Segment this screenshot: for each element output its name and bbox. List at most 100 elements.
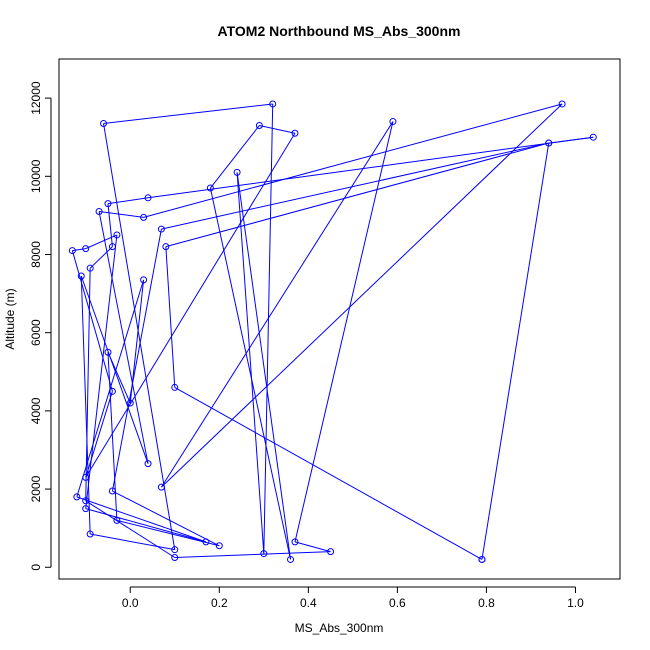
y-tick-label: 6000 [29, 319, 43, 346]
plot-frame [58, 58, 621, 580]
data-point [144, 460, 152, 468]
series-line-segment [174, 386, 483, 560]
data-point [82, 505, 90, 513]
series-line-segment [259, 124, 296, 134]
data-point [86, 530, 94, 538]
data-point [104, 200, 112, 208]
data-point [291, 538, 299, 546]
x-tick-label: 0.6 [389, 596, 406, 610]
data-point [389, 118, 397, 126]
series-line-segment [236, 172, 292, 560]
series-line-segment [107, 197, 149, 205]
x-tick-label: 0.2 [211, 596, 228, 610]
data-point [113, 231, 121, 239]
series-line-segment [165, 142, 549, 248]
data-point [108, 243, 116, 251]
series-line-segment [85, 234, 118, 250]
series-line-segment [111, 228, 162, 492]
series-line-segment [161, 142, 549, 230]
x-axis: 0.0 0.2 0.4 0.6 0.8 1.0 [122, 586, 584, 610]
data-point [589, 133, 597, 141]
data-point [86, 264, 94, 272]
series-line-segment [80, 275, 91, 535]
data-point [126, 399, 134, 407]
y-axis: 0 2000 4000 6000 8000 10000 12000 [29, 81, 52, 571]
series-line-segment [174, 551, 331, 558]
series-line-segment [80, 275, 149, 464]
series-line-segment [85, 133, 296, 478]
data-point [157, 483, 165, 491]
y-tick-label: 2000 [29, 475, 43, 502]
series-line-segment [294, 121, 394, 542]
series-line-segment [90, 533, 175, 551]
series-line-segment [85, 234, 118, 509]
series-line-segment [481, 142, 550, 560]
data-point [108, 487, 116, 495]
series-line-segment [85, 500, 176, 558]
y-tick-label: 4000 [29, 397, 43, 424]
data-point [171, 553, 179, 561]
data-point [113, 516, 121, 524]
data-point [100, 120, 108, 128]
data-point [157, 225, 165, 233]
data-point [73, 493, 81, 501]
series-line-segment [209, 125, 260, 189]
series-line-segment [85, 391, 113, 478]
data-point [269, 100, 277, 108]
y-tick-label: 8000 [29, 241, 43, 268]
data-point [327, 548, 335, 556]
series-line-segment [160, 121, 394, 488]
data-point [260, 550, 268, 558]
series-line-segment [103, 103, 273, 125]
series-line-segment [116, 519, 220, 547]
series-line-segment [112, 490, 220, 547]
series-line-segment [209, 187, 292, 560]
data-point [140, 213, 148, 221]
series-line-segment [236, 172, 265, 554]
data-point [558, 100, 566, 108]
series-line-segment [263, 103, 274, 554]
series-line-segment [107, 203, 113, 247]
x-tick-label: 0.4 [300, 596, 317, 610]
data-point [171, 383, 179, 391]
data-point [291, 129, 299, 137]
data-point [171, 546, 179, 554]
x-tick-label: 0.0 [122, 596, 139, 610]
y-tick-label: 0 [29, 564, 43, 571]
chart-title: ATOM2 Northbound MS_Abs_300nm [218, 23, 461, 39]
series-line-segment [89, 246, 113, 269]
series-line-segment [294, 541, 331, 553]
data-point [233, 168, 241, 176]
data-point [144, 194, 152, 202]
data-point [108, 387, 116, 395]
data-point [140, 276, 148, 284]
y-tick-label: 12000 [29, 81, 43, 115]
data-point [82, 473, 90, 481]
data-point [545, 139, 553, 147]
series-layer [68, 100, 597, 563]
data-point [68, 247, 76, 255]
series-line-segment [76, 496, 207, 543]
data-point [202, 538, 210, 546]
data-point [287, 555, 295, 563]
series-line-segment [85, 268, 91, 501]
data-point [478, 555, 486, 563]
series-line-segment [107, 352, 131, 404]
data-point [95, 207, 103, 215]
data-point [82, 245, 90, 253]
series-line-segment [98, 211, 149, 464]
series-line-segment [165, 246, 176, 388]
x-tick-label: 0.8 [478, 596, 495, 610]
data-point [255, 121, 263, 129]
data-point [82, 497, 90, 505]
data-point [206, 184, 214, 192]
x-tick-label: 1.0 [567, 596, 584, 610]
series-line-segment [103, 123, 176, 550]
series-line-segment [71, 250, 113, 392]
series-line-segment [99, 210, 144, 218]
y-tick-label: 10000 [29, 159, 43, 193]
series-line-segment [147, 136, 594, 199]
series-line-segment [143, 103, 563, 218]
